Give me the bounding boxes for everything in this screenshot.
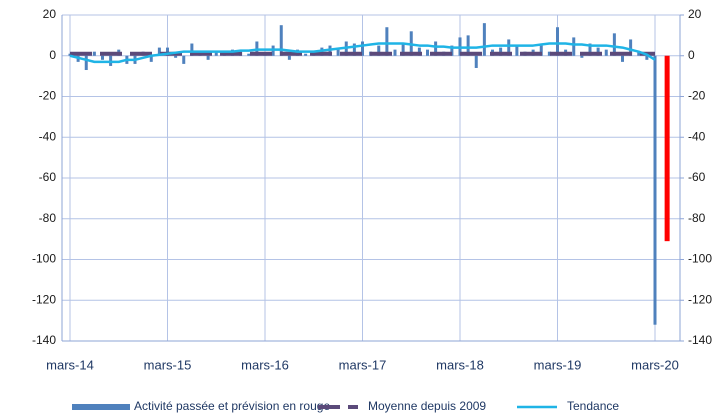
y-tick-label: -140 bbox=[32, 333, 56, 347]
bar bbox=[621, 55, 624, 62]
bar bbox=[466, 35, 470, 56]
bar bbox=[84, 55, 88, 71]
bar bbox=[336, 49, 340, 56]
bar bbox=[556, 27, 559, 56]
y-tick-label: -80 bbox=[39, 211, 57, 225]
y2-tick-label: -20 bbox=[688, 89, 706, 103]
bar bbox=[385, 27, 389, 56]
bar bbox=[637, 51, 641, 56]
bar bbox=[417, 47, 421, 56]
y2-tick-label: -40 bbox=[688, 129, 706, 143]
y-tick-label: -40 bbox=[39, 129, 57, 143]
bar bbox=[426, 49, 429, 56]
legend-label: Moyenne depuis 2009 bbox=[368, 399, 486, 413]
bar bbox=[190, 43, 194, 56]
bar bbox=[507, 39, 511, 56]
bar bbox=[92, 51, 96, 56]
bar bbox=[174, 55, 178, 58]
x-tick-label: mars-15 bbox=[144, 357, 192, 372]
y2-tick-label: 0 bbox=[688, 48, 695, 62]
y-tick-label: -120 bbox=[32, 292, 56, 306]
bar bbox=[247, 53, 251, 56]
bar bbox=[515, 45, 519, 56]
bar bbox=[539, 45, 543, 56]
x-tick-label: mars-14 bbox=[46, 357, 94, 372]
y2-tick-label: -60 bbox=[688, 170, 706, 184]
x-tick-label: mars-18 bbox=[436, 357, 484, 372]
bar bbox=[664, 55, 670, 242]
y-tick-label: -60 bbox=[39, 170, 57, 184]
bar bbox=[653, 55, 657, 325]
legend-swatch bbox=[72, 404, 130, 410]
x-tick-label: mars-19 bbox=[534, 357, 582, 372]
y-tick-label: -100 bbox=[32, 252, 56, 266]
x-tick-label: mars-17 bbox=[339, 357, 387, 372]
bar bbox=[304, 53, 308, 56]
bar bbox=[206, 55, 210, 60]
bar bbox=[352, 43, 356, 56]
y2-tick-label: -100 bbox=[688, 252, 712, 266]
y2-tick-label: -140 bbox=[688, 333, 712, 347]
bar bbox=[166, 47, 169, 56]
bar bbox=[361, 41, 364, 56]
y2-tick-label: -80 bbox=[688, 211, 706, 225]
bar bbox=[588, 43, 592, 56]
bar bbox=[645, 55, 649, 60]
legend-label: Activité passée et prévision en rouge bbox=[134, 399, 330, 413]
bar bbox=[482, 23, 486, 56]
y-tick-label: 0 bbox=[49, 48, 56, 62]
bar bbox=[377, 45, 381, 56]
bar bbox=[393, 49, 397, 56]
y2-tick-label: 20 bbox=[688, 7, 702, 21]
bar bbox=[434, 41, 438, 56]
bar bbox=[547, 51, 551, 56]
y2-tick-label: -120 bbox=[688, 292, 712, 306]
bar bbox=[604, 49, 608, 56]
bar bbox=[214, 51, 218, 56]
line bbox=[69, 42, 656, 64]
bar bbox=[450, 45, 454, 56]
bar bbox=[474, 55, 478, 68]
bar bbox=[149, 55, 153, 62]
x-tick-label: mars-20 bbox=[631, 357, 679, 372]
bar bbox=[612, 33, 616, 56]
legend-label: Tendance bbox=[567, 399, 619, 413]
bar bbox=[182, 55, 186, 64]
bar bbox=[287, 55, 291, 60]
x-tick-label: mars-16 bbox=[241, 357, 289, 372]
bar bbox=[629, 39, 633, 56]
y-tick-label: 20 bbox=[43, 7, 57, 21]
bar bbox=[279, 25, 283, 56]
bar bbox=[580, 55, 584, 58]
bar bbox=[401, 43, 405, 56]
y-tick-label: -20 bbox=[39, 89, 57, 103]
bar bbox=[101, 55, 104, 60]
bar bbox=[596, 47, 600, 56]
bar bbox=[572, 37, 576, 56]
bar bbox=[157, 47, 161, 56]
bar bbox=[499, 47, 503, 56]
